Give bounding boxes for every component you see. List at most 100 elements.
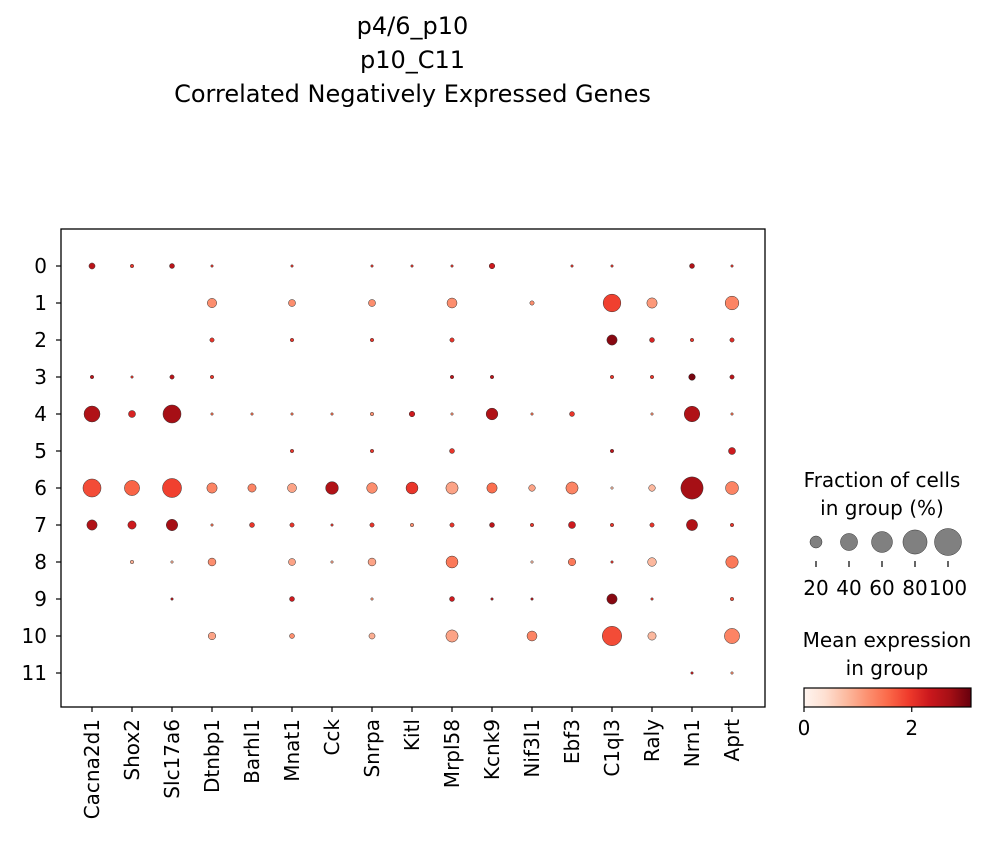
dot-6-Dtnbp1 — [206, 482, 218, 494]
dot-4-Nif3l1 — [530, 412, 534, 416]
dot-0-Shox2 — [129, 263, 135, 269]
dot-9-Kcnk9 — [490, 597, 494, 601]
x-tick-label: Snrpa — [360, 719, 384, 778]
dot-3-Slc17a6 — [169, 374, 175, 380]
dot-9-Mnat1 — [289, 596, 295, 602]
x-tick-label: Cck — [320, 719, 344, 756]
dot-7-Mrpl58 — [449, 522, 455, 528]
dot-4-Nrn1 — [683, 405, 701, 423]
dot-3-Nrn1 — [688, 373, 696, 381]
dot-2-Dtnbp1 — [209, 337, 215, 343]
dot-8-Snrpa — [367, 557, 377, 567]
dot-8-Slc17a6 — [170, 560, 174, 564]
dot-6-Shox2 — [124, 480, 140, 496]
dot-9-Mrpl58 — [449, 596, 455, 602]
dot-0-Mrpl58 — [450, 264, 454, 268]
dot-2-Mrpl58 — [449, 337, 455, 343]
dot-7-Snrpa — [369, 522, 375, 528]
dot-2-Nrn1 — [689, 337, 695, 343]
size-legend-label: 80 — [902, 576, 927, 600]
dot-5-Mrpl58 — [449, 448, 455, 454]
dot-7-Slc17a6 — [166, 519, 178, 531]
dot-8-Ebf3 — [568, 558, 576, 566]
y-tick-label: 5 — [34, 439, 47, 463]
dot-3-Kcnk9 — [489, 374, 495, 380]
dot-3-Shox2 — [130, 375, 134, 379]
dot-6-Cck — [325, 481, 339, 495]
dot-8-Cck — [330, 560, 334, 564]
dot-8-Shox2 — [129, 559, 135, 565]
size-legend-label: 100 — [929, 576, 967, 600]
x-tick-label: Barhl1 — [240, 719, 264, 784]
colorbar-tick-label: 0 — [798, 716, 811, 740]
dot-10-Dtnbp1 — [208, 632, 216, 640]
dot-11-Aprt — [730, 671, 734, 675]
dot-1-Aprt — [724, 295, 740, 311]
x-tick-label: Cacna2d1 — [80, 719, 104, 819]
dot-1-C1ql3 — [602, 293, 622, 313]
dot-7-Nif3l1 — [529, 522, 535, 528]
dot-5-Mnat1 — [289, 448, 295, 454]
dot-4-Ebf3 — [569, 411, 575, 417]
dot-8-Nif3l1 — [530, 560, 534, 564]
dot-6-Kitl — [405, 481, 419, 495]
dot-0-Nrn1 — [689, 263, 695, 269]
dot-4-Dtnbp1 — [210, 412, 214, 416]
dot-4-Kcnk9 — [485, 407, 499, 421]
dot-0-Kitl — [410, 264, 414, 268]
dot-10-Raly — [647, 631, 657, 641]
dot-0-Aprt — [730, 264, 734, 268]
size-legend-label: 60 — [869, 576, 894, 600]
y-tick-label: 1 — [34, 291, 47, 315]
dot-7-Cck — [330, 523, 334, 527]
x-tick-label: Nrn1 — [680, 719, 704, 767]
dot-6-Barhl1 — [247, 483, 257, 493]
dot-6-Nrn1 — [680, 476, 704, 500]
dot-4-Shox2 — [128, 410, 136, 418]
dot-4-Kitl — [408, 410, 416, 418]
dot-9-C1ql3 — [606, 593, 618, 605]
dot-0-Mnat1 — [290, 264, 294, 268]
dot-7-Mnat1 — [289, 522, 295, 528]
dot-9-Nif3l1 — [530, 597, 534, 601]
dot-1-Snrpa — [368, 299, 376, 307]
dot-7-Kcnk9 — [489, 522, 495, 528]
size-legend-dot — [934, 528, 962, 556]
x-tick-label: Raly — [640, 719, 664, 762]
dot-3-Aprt — [729, 374, 735, 380]
dot-4-Raly — [650, 412, 654, 416]
dot-0-Kcnk9 — [488, 262, 496, 270]
dot-8-Mrpl58 — [445, 555, 459, 569]
y-tick-label: 10 — [22, 624, 47, 648]
dot-6-C1ql3 — [610, 486, 614, 490]
x-tick-label: Mnat1 — [280, 719, 304, 782]
dot-4-Aprt — [730, 412, 734, 416]
dot-1-Mnat1 — [288, 299, 296, 307]
dot-6-Kcnk9 — [486, 482, 498, 494]
x-tick-label: Mrpl58 — [440, 719, 464, 788]
dot-6-Snrpa — [366, 482, 378, 494]
dot-2-Mnat1 — [289, 337, 295, 343]
y-tick-label: 7 — [34, 513, 47, 537]
dot-7-Kitl — [409, 522, 415, 528]
chart-title-line-2: p10_C11 — [359, 46, 466, 74]
y-tick-label: 6 — [34, 476, 47, 500]
color-legend-title-1: Mean expression — [803, 628, 972, 652]
y-tick-label: 9 — [34, 587, 47, 611]
dot-7-Shox2 — [127, 520, 137, 530]
dot-5-C1ql3 — [609, 448, 615, 454]
size-legend-label: 40 — [836, 576, 861, 600]
size-legend-dot — [809, 535, 823, 549]
dot-4-Snrpa — [369, 411, 375, 417]
y-tick-label: 11 — [22, 661, 47, 685]
y-tick-label: 8 — [34, 550, 47, 574]
x-tick-label: Shox2 — [120, 719, 144, 781]
dot-7-Raly — [649, 522, 655, 528]
dot-2-C1ql3 — [606, 334, 618, 346]
dot-7-Dtnbp1 — [210, 523, 214, 527]
dot-7-Barhl1 — [249, 522, 255, 528]
dot-6-Cacna2d1 — [82, 478, 102, 498]
dot-1-Mrpl58 — [446, 297, 458, 309]
x-tick-label: Kcnk9 — [480, 719, 504, 780]
dot-4-Mrpl58 — [450, 412, 454, 416]
